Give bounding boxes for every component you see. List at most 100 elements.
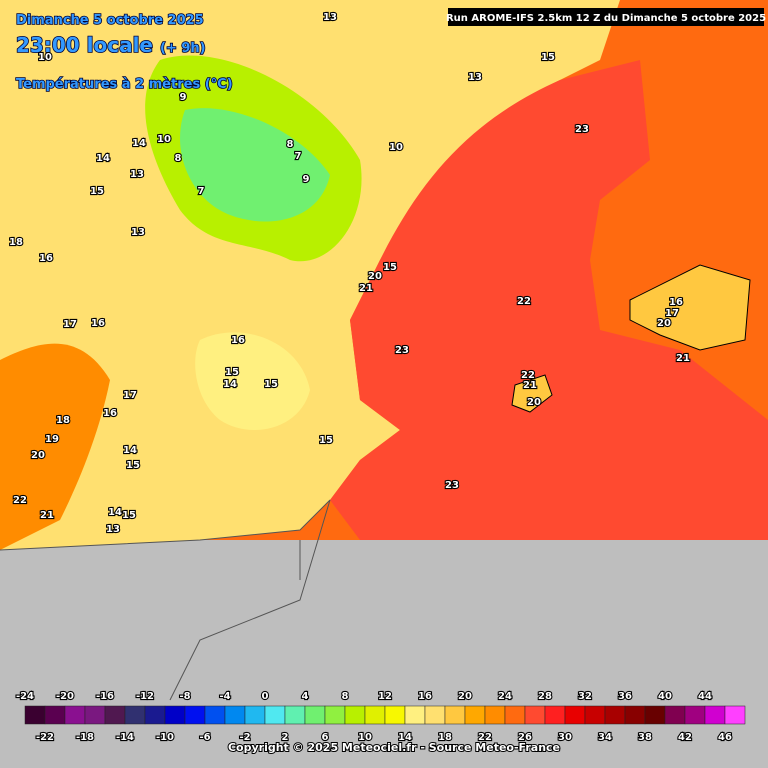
contour-label: 20	[31, 450, 45, 461]
colorbar-swatch	[124, 705, 146, 725]
colorbar-swatch	[64, 705, 86, 725]
colorbar-tick: 32	[578, 691, 592, 702]
colorbar-swatch	[144, 705, 166, 725]
date: Dimanche 5 octobre 2025	[16, 13, 204, 28]
contour-label: 14	[223, 379, 237, 390]
colorbar-swatch	[604, 705, 626, 725]
contour-label: 20	[527, 397, 541, 408]
contour-label: 22	[13, 495, 27, 506]
colorbar-tick: 6	[322, 732, 329, 743]
contour-label: 17	[123, 390, 137, 401]
contour-label: 20	[657, 318, 671, 329]
offset: (+ 9h)	[160, 41, 206, 56]
variable: Températures à 2 mètres (°C)	[16, 77, 233, 92]
contour-label: 23	[395, 345, 409, 356]
colorbar-tick: -18	[76, 732, 94, 743]
contour-label: 16	[103, 408, 117, 419]
island-mallorca	[629, 264, 751, 351]
colorbar-tick: 22	[478, 732, 492, 743]
colorbar-swatch	[404, 705, 426, 725]
contour-label: 14	[108, 507, 122, 518]
contour-label: 22	[521, 370, 535, 381]
contour-label: 20	[368, 271, 382, 282]
contour-label: 21	[40, 510, 54, 521]
sea-warm	[330, 60, 768, 540]
colorbar-swatch	[264, 705, 286, 725]
warm-zone	[0, 343, 110, 550]
colorbar-tick: -6	[199, 732, 210, 743]
colorbar-tick: -16	[96, 691, 114, 702]
colorbar-swatch	[204, 705, 226, 725]
contour-label: 17	[665, 308, 679, 319]
colorbar-tick: 4	[302, 691, 309, 702]
colorbar-swatch	[44, 705, 66, 725]
colorbar-tick: -2	[239, 732, 250, 743]
colorbar-tick: 24	[498, 691, 512, 702]
mild-zone	[195, 332, 310, 430]
colorbar-swatch	[84, 705, 106, 725]
colorbar-tick: 8	[342, 691, 349, 702]
contour-label: 22	[517, 296, 531, 307]
colorbar-tick: 34	[598, 732, 612, 743]
colorbar-tick: -22	[36, 732, 54, 743]
run-info: Run AROME-IFS 2.5km 12 Z du Dimanche 5 o…	[446, 13, 766, 24]
border	[0, 499, 331, 701]
colorbar-swatch	[284, 705, 306, 725]
contour-label: 14	[123, 445, 137, 456]
colorbar-tick: -4	[219, 691, 230, 702]
colorbar-swatch	[644, 705, 666, 725]
colorbar-tick: 38	[638, 732, 652, 743]
contour-label: 10	[389, 142, 403, 153]
contour-label: 8	[175, 153, 182, 164]
contour-label: 18	[9, 237, 23, 248]
contour-label: 15	[225, 367, 239, 378]
colorbar-swatch	[524, 705, 546, 725]
contour-label: 13	[106, 524, 120, 535]
contour-label: 15	[264, 379, 278, 390]
colorbar-tick: 30	[558, 732, 572, 743]
colorbar: -24 -20 -16 -12 -8 -4 0 4 8 12 16 20 24 28 32 36 40 44-22…	[15, 690, 746, 744]
colorbar-swatch	[444, 705, 466, 725]
colorbar-tick: 44	[698, 691, 712, 702]
colorbar-swatch	[464, 705, 486, 725]
cold-zone	[180, 108, 330, 222]
contour-label: 15	[122, 510, 136, 521]
colorbar-swatch	[104, 705, 126, 725]
colorbar-tick: -14	[116, 732, 134, 743]
colorbar-tick: 0	[262, 691, 269, 702]
contour-label: 13	[131, 227, 145, 238]
colorbar-swatch	[684, 705, 706, 725]
contour-label: 21	[523, 380, 537, 391]
contour-label: 13	[323, 12, 337, 23]
colorbar-tick: 26	[518, 732, 532, 743]
colorbar-swatch	[584, 705, 606, 725]
colorbar-swatch	[484, 705, 506, 725]
contour-label: 9	[303, 174, 310, 185]
colorbar-tick: 18	[438, 732, 452, 743]
colorbar-swatch	[664, 705, 686, 725]
contour-label: 23	[575, 124, 589, 135]
colorbar-swatch	[544, 705, 566, 725]
contour-label: 16	[39, 253, 53, 264]
colorbar-swatch	[564, 705, 586, 725]
colorbar-tick: 12	[378, 691, 392, 702]
colorbar-swatch	[324, 705, 346, 725]
colorbar-swatch	[504, 705, 526, 725]
contour-label: 15	[541, 52, 555, 63]
colorbar-tick: -8	[179, 691, 190, 702]
contour-label: 13	[468, 72, 482, 83]
colorbar-tick: 40	[658, 691, 672, 702]
contour-label: 15	[126, 460, 140, 471]
colorbar-swatch	[424, 705, 446, 725]
contour-label: 14	[132, 138, 146, 149]
contour-label: 17	[63, 319, 77, 330]
contour-label: 21	[359, 283, 373, 294]
time: 23:00 locale	[16, 33, 153, 57]
colorbar-tick: 14	[398, 732, 412, 743]
colorbar-swatch	[624, 705, 646, 725]
contour-label: 15	[90, 186, 104, 197]
colorbar-tick: 20	[458, 691, 472, 702]
contour-label: 10	[157, 134, 171, 145]
